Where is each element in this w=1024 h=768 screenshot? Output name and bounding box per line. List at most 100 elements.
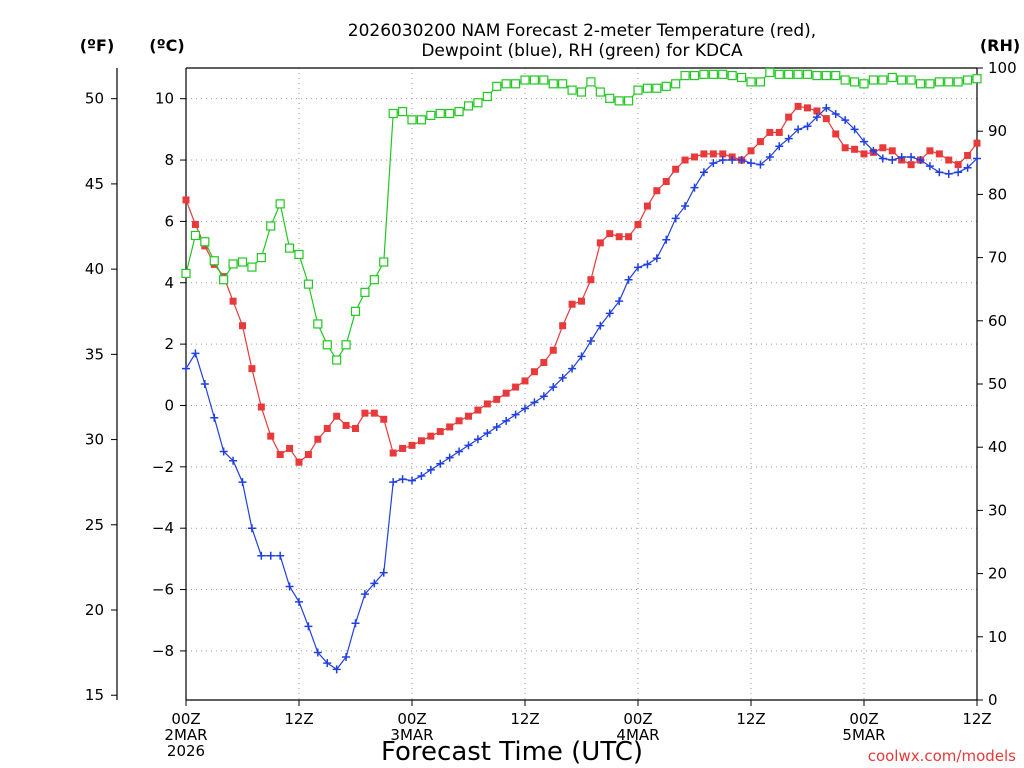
rh-unit-label: (RH) xyxy=(980,36,1020,55)
temperature-point xyxy=(417,437,425,445)
dewpoint-point xyxy=(841,116,850,125)
rh-point xyxy=(237,257,248,267)
rh-point xyxy=(190,230,201,241)
dewpoint-point xyxy=(558,373,567,382)
dewpoint-point xyxy=(370,579,379,588)
dewpoint-point xyxy=(925,162,934,171)
time-tick-label: 12Z xyxy=(284,710,313,728)
temperature-point xyxy=(578,297,585,305)
dewpoint-point xyxy=(455,447,464,456)
temperature-point xyxy=(549,346,557,354)
fahrenheit-tick-label: 45 xyxy=(85,175,104,193)
rh-point xyxy=(303,279,314,289)
dewpoint-point xyxy=(973,154,981,163)
dewpoint-point xyxy=(907,152,916,161)
temperature-point xyxy=(361,409,369,417)
dewpoint-point xyxy=(360,590,369,599)
dewpoint-point xyxy=(699,168,708,177)
temperature-point xyxy=(832,130,840,138)
dewpoint-point xyxy=(624,275,633,284)
fahrenheit-tick-label: 30 xyxy=(85,431,104,449)
dewpoint-series xyxy=(182,103,981,674)
rh-point xyxy=(708,69,718,79)
celsius-tick-label: 6 xyxy=(164,212,174,230)
dewpoint-point xyxy=(775,142,784,151)
dewpoint-point xyxy=(784,134,793,143)
temperature-point xyxy=(540,359,548,367)
rh-point xyxy=(736,72,747,83)
temperature-point xyxy=(879,144,887,152)
time-tick-label: 00Z xyxy=(171,710,200,728)
temperature-point xyxy=(267,432,275,440)
rh-point xyxy=(294,249,304,260)
rh-point xyxy=(623,96,634,106)
temperature-point xyxy=(304,451,312,459)
rh-point xyxy=(454,107,464,117)
dewpoint-point xyxy=(963,163,972,172)
rh-point xyxy=(426,110,436,121)
rh-point xyxy=(435,108,445,119)
dewpoint-point xyxy=(671,214,680,223)
temperature-point xyxy=(691,153,698,161)
dewpoint-point xyxy=(200,380,209,388)
temperature-point xyxy=(756,138,764,146)
dewpoint-point xyxy=(747,159,755,168)
dewpoint-point xyxy=(681,202,690,211)
dewpoint-point xyxy=(276,551,285,560)
temperature-point xyxy=(860,150,868,158)
dewpoint-point xyxy=(342,653,351,662)
rh-point xyxy=(510,79,521,89)
dewpoint-point xyxy=(812,113,821,122)
rh-point xyxy=(878,75,888,85)
rh-point xyxy=(689,70,700,81)
rh-point xyxy=(859,79,869,89)
celsius-tick-label: −8 xyxy=(152,642,174,660)
rh-tick-label: 90 xyxy=(988,122,1007,140)
rh-point xyxy=(595,87,605,97)
dewpoint-point xyxy=(615,297,624,306)
dewpoint-point xyxy=(210,413,219,422)
dewpoint-point xyxy=(417,472,426,481)
dewpoint-point xyxy=(596,321,605,330)
celsius-tick-label: 2 xyxy=(164,335,174,353)
grid-lines xyxy=(186,68,977,700)
fahrenheit-tick-label: 50 xyxy=(85,90,104,108)
rh-point xyxy=(407,115,417,125)
temperature-point xyxy=(964,151,972,159)
rh-point xyxy=(962,75,973,85)
dewpoint-point xyxy=(266,551,275,560)
chart-title-line-2: Dewpoint (blue), RH (green) for KDCA xyxy=(421,41,743,61)
rh-point xyxy=(341,340,351,350)
temperature-point xyxy=(841,144,849,152)
temperature-point xyxy=(295,458,303,466)
rh-point xyxy=(915,79,926,89)
temperature-point xyxy=(333,412,341,420)
dewpoint-point xyxy=(718,156,727,165)
rh-point xyxy=(322,340,332,350)
temperature-point xyxy=(813,107,821,115)
dewpoint-point xyxy=(756,160,765,169)
temperature-point xyxy=(427,432,435,440)
rh-point xyxy=(784,69,794,79)
fahrenheit-axis: 15 20 25 30 35 40 45 50 xyxy=(85,90,117,704)
rh-tick-label: 20 xyxy=(988,565,1007,583)
dewpoint-point xyxy=(897,152,906,161)
dewpoint-point xyxy=(295,597,303,606)
dewpoint-point xyxy=(652,254,661,263)
rh-point xyxy=(416,115,427,125)
rh-point xyxy=(492,81,502,91)
temperature-point xyxy=(785,113,793,121)
rh-point xyxy=(360,287,370,297)
temperature-point xyxy=(747,147,755,155)
dewpoint-point xyxy=(332,665,341,674)
rh-tick-label: 80 xyxy=(988,185,1007,203)
rh-point xyxy=(765,67,775,78)
rh-tick-label: 40 xyxy=(988,438,1007,456)
x-axis-title: Forecast Time (UTC) xyxy=(381,737,643,767)
celsius-tick-label: 0 xyxy=(164,396,174,414)
rh-point xyxy=(642,83,653,93)
rh-point xyxy=(755,77,766,87)
dewpoint-point xyxy=(605,309,614,318)
dewpoint-point xyxy=(634,263,642,272)
